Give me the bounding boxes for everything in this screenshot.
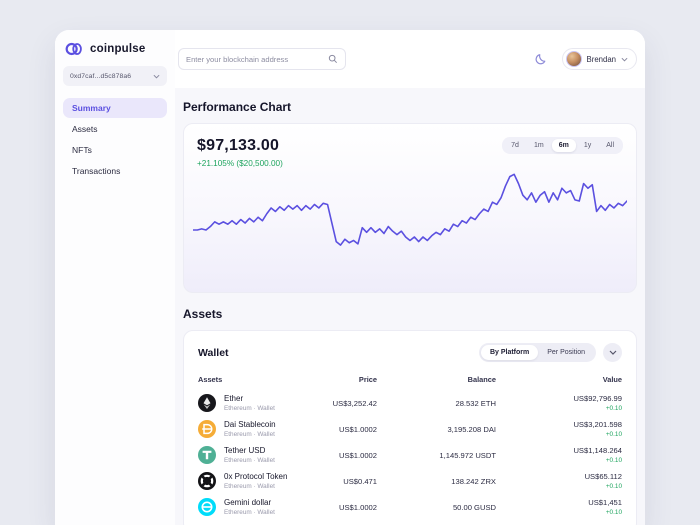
table-row[interactable]: Ether Ethereum · Wallet US$3,252.42 28.5…: [198, 390, 622, 416]
app-name: coinpulse: [90, 43, 146, 55]
asset-price: US$0.471: [343, 476, 377, 486]
sidebar-nav: Summary Assets NFTs Transactions: [63, 98, 167, 181]
asset-name: 0x Protocol Token: [224, 471, 288, 481]
asset-subtitle: Ethereum · Wallet: [224, 508, 275, 516]
performance-chart-title: Performance Chart: [183, 100, 292, 114]
zrx-icon: [198, 472, 216, 490]
search-icon: [328, 54, 338, 64]
asset-change: +0.10: [605, 404, 622, 412]
range-1y[interactable]: 1y: [583, 142, 592, 149]
toggle-per-position[interactable]: Per Position: [547, 349, 585, 356]
asset-balance: 3,195.208 DAI: [447, 424, 496, 434]
dark-mode-toggle[interactable]: [533, 51, 549, 67]
sidebar-item-assets[interactable]: Assets: [63, 119, 167, 139]
asset-change: +0.10: [605, 482, 622, 490]
range-selector: 7d 1m 6m 1y All: [502, 137, 623, 154]
asset-subtitle: Ethereum · Wallet: [224, 404, 275, 412]
table-row[interactable]: Dai Stablecoin Ethereum · Wallet US$1.00…: [198, 416, 622, 442]
avatar: [565, 51, 582, 67]
assets-section-title: Assets: [183, 307, 223, 321]
asset-price: US$1.0002: [339, 502, 377, 512]
column-assets: Assets: [198, 375, 223, 384]
column-price: Price: [358, 375, 377, 384]
sidebar-item-label: Transactions: [72, 166, 121, 176]
asset-balance: 138.242 ZRX: [451, 476, 496, 486]
tether-icon: [198, 446, 216, 464]
sidebar-item-nfts[interactable]: NFTs: [63, 140, 167, 160]
main-content: Performance Chart $97,133.00 +21.105% ($…: [175, 88, 645, 525]
sidebar-item-summary[interactable]: Summary: [63, 98, 167, 118]
column-balance: Balance: [467, 375, 496, 384]
sidebar-item-label: NFTs: [72, 145, 92, 155]
range-all[interactable]: All: [606, 142, 614, 149]
dai-icon: [198, 420, 216, 438]
app-window: coinpulse 0xd7caf...d5c878a6 Summary Ass…: [55, 30, 645, 525]
asset-value: US$3,201.598: [573, 419, 622, 429]
table-header-row: Assets Price Balance Value: [198, 375, 622, 384]
sidebar: coinpulse 0xd7caf...d5c878a6 Summary Ass…: [55, 30, 175, 525]
coinpulse-logo-icon: [65, 42, 82, 56]
user-name: Brendan: [586, 54, 616, 64]
asset-subtitle: Ethereum · Wallet: [224, 456, 275, 464]
line-chart-svg: [193, 172, 627, 288]
assets-table: Assets Price Balance Value: [198, 375, 622, 520]
range-6m[interactable]: 6m: [551, 139, 576, 152]
asset-subtitle: Ethereum · Wallet: [224, 430, 275, 438]
wallet-card-title: Wallet: [198, 346, 229, 359]
gusd-icon: [198, 498, 216, 516]
chevron-down-icon: [609, 350, 616, 355]
sidebar-item-transactions[interactable]: Transactions: [63, 161, 167, 181]
asset-value: US$92,796.99: [573, 393, 622, 403]
table-row[interactable]: Tether USD Ethereum · Wallet US$1.0002 1…: [198, 442, 622, 468]
search-box[interactable]: [178, 48, 346, 70]
view-toggle: By Platform Per Position: [478, 343, 596, 362]
table-row[interactable]: Gemini dollar Ethereum · Wallet US$1.000…: [198, 494, 622, 520]
user-menu[interactable]: Brendan: [561, 48, 637, 70]
asset-price: US$3,252.42: [332, 398, 377, 408]
asset-value: US$1,451: [588, 497, 622, 507]
toggle-by-platform[interactable]: By Platform: [480, 345, 539, 360]
asset-change: +0.10: [605, 430, 622, 438]
wallet-address-dropdown[interactable]: 0xd7caf...d5c878a6: [63, 66, 167, 86]
asset-change: +0.10: [605, 456, 622, 464]
asset-balance: 1,145.972 USDT: [439, 450, 496, 460]
range-1m[interactable]: 1m: [533, 142, 544, 149]
ether-icon: [198, 394, 216, 412]
sidebar-item-label: Assets: [72, 124, 98, 134]
chevron-down-icon: [621, 57, 628, 62]
chevron-down-icon: [153, 74, 160, 79]
sidebar-item-label: Summary: [72, 103, 111, 113]
wallet-card: Wallet By Platform Per Position: [183, 330, 637, 525]
portfolio-value-block: $97,133.00 +21.105% ($20,500.00): [197, 137, 283, 168]
portfolio-value: $97,133.00: [197, 137, 280, 154]
asset-price: US$1.0002: [339, 450, 377, 460]
logo: coinpulse: [63, 40, 167, 66]
asset-subtitle: Ethereum · Wallet: [224, 482, 275, 490]
search-input[interactable]: [186, 54, 328, 64]
asset-name: Dai Stablecoin: [224, 419, 276, 429]
wallet-address: 0xd7caf...d5c878a6: [70, 72, 132, 80]
top-header: Brendan: [175, 30, 645, 88]
asset-balance: 28.532 ETH: [455, 398, 496, 408]
asset-name: Ether: [224, 393, 244, 403]
moon-icon: [535, 53, 546, 64]
asset-name: Gemini dollar: [224, 497, 272, 507]
asset-change: +0.10: [605, 508, 622, 516]
range-7d[interactable]: 7d: [511, 142, 519, 149]
asset-value: US$1,148.264: [573, 445, 622, 455]
column-value: Value: [602, 375, 622, 384]
asset-price: US$1.0002: [339, 424, 377, 434]
asset-balance: 50.00 GUSD: [452, 502, 496, 512]
portfolio-change: +21.105% ($20,500.00): [197, 159, 283, 168]
asset-value: US$65.112: [584, 471, 622, 481]
asset-name: Tether USD: [224, 445, 266, 455]
table-row[interactable]: 0x Protocol Token Ethereum · Wallet US$0…: [198, 468, 622, 494]
collapse-wallet-button[interactable]: [603, 343, 622, 362]
performance-chart-card: $97,133.00 +21.105% ($20,500.00) 7d 1m 6…: [183, 123, 637, 293]
portfolio-line-chart[interactable]: [193, 172, 627, 288]
